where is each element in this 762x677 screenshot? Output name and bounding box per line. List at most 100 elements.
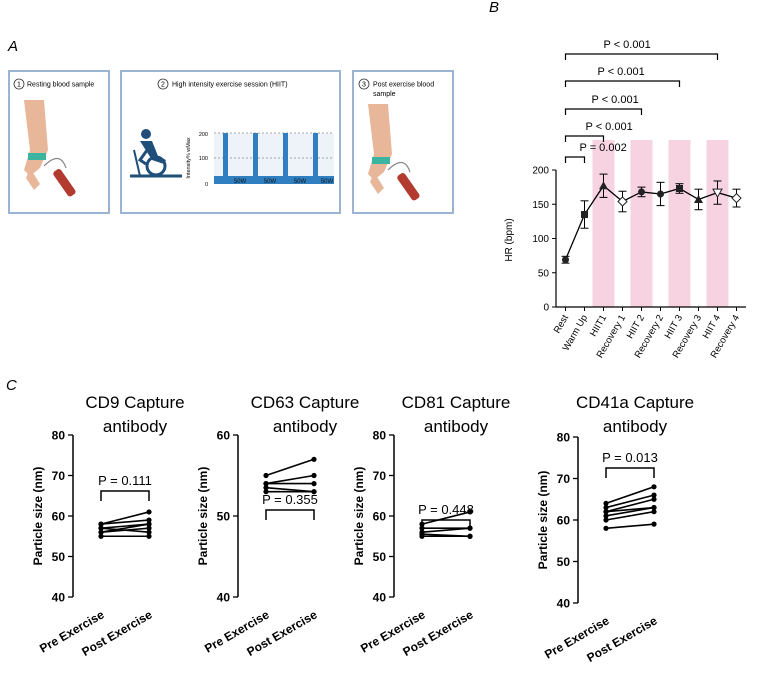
data-point bbox=[657, 190, 664, 198]
paired-line bbox=[265, 486, 315, 493]
paired-line bbox=[421, 533, 471, 538]
y-tick-label: 70 bbox=[373, 469, 387, 483]
paired-line bbox=[605, 506, 655, 513]
paired-line bbox=[100, 519, 150, 525]
data-point bbox=[638, 188, 645, 196]
pre-point bbox=[603, 509, 609, 515]
step-3-label: sample bbox=[373, 91, 396, 98]
post-point bbox=[651, 504, 657, 511]
hiit-shade bbox=[706, 140, 729, 307]
p-value-label: P = 0.448 bbox=[418, 502, 474, 517]
step-1-number: 1 bbox=[17, 82, 21, 89]
step-2-label: High intensity exercise session (HIIT) bbox=[172, 82, 288, 89]
post-point bbox=[146, 509, 152, 515]
paired-line bbox=[605, 494, 655, 509]
y-tick-label: 60 bbox=[52, 510, 66, 524]
y-tick-label: 50 bbox=[52, 550, 66, 564]
significance-bracket bbox=[564, 80, 681, 87]
y-tick-label: 40 bbox=[52, 591, 66, 605]
data-point bbox=[694, 194, 703, 203]
arm-blood-draw-icon bbox=[368, 104, 420, 201]
data-point bbox=[581, 211, 588, 219]
pre-point bbox=[98, 533, 104, 539]
y-tick-label: 50 bbox=[217, 510, 231, 524]
pre-point bbox=[603, 500, 609, 506]
y-tick-label: 50 bbox=[373, 550, 387, 564]
chart-title: CD9 Capture bbox=[85, 393, 184, 412]
post-point bbox=[311, 472, 317, 479]
step-2-number: 2 bbox=[161, 82, 165, 89]
chart-title: antibody bbox=[103, 417, 168, 436]
hiit-shade bbox=[630, 140, 653, 307]
step-1-number-circle bbox=[13, 78, 25, 90]
mini-bout-label: 50W bbox=[294, 179, 307, 185]
step-3-number: 3 bbox=[362, 82, 366, 89]
paired-line bbox=[605, 486, 655, 505]
mini-bout-bar bbox=[313, 133, 318, 184]
significance-bracket bbox=[564, 53, 719, 60]
mini-ylabel: Intensity% wMax bbox=[186, 137, 192, 179]
pre-point bbox=[98, 525, 104, 531]
significance-bracket bbox=[564, 156, 586, 163]
data-point bbox=[599, 181, 608, 190]
post-point bbox=[146, 521, 152, 527]
mini-tick: 200 bbox=[199, 132, 208, 138]
y-tick-label: 40 bbox=[557, 597, 571, 611]
p-value-label: P = 0.111 bbox=[98, 473, 152, 488]
panel-label-b: B bbox=[489, 0, 499, 16]
chart-title: antibody bbox=[603, 417, 668, 436]
step-3-label: Post exercise blood bbox=[373, 82, 434, 89]
pre-point bbox=[98, 529, 104, 535]
cd63-chart: CD63 Capture antibody 40 50 60 Particle size … bbox=[196, 393, 359, 659]
significance-bracket bbox=[421, 519, 471, 530]
y-tick-label: 50 bbox=[557, 555, 571, 569]
mini-tick: 0 bbox=[205, 182, 208, 188]
post-point bbox=[146, 517, 152, 523]
paired-line bbox=[100, 523, 150, 529]
paired-line bbox=[100, 511, 150, 525]
paired-line bbox=[265, 474, 315, 485]
p-value-label: P < 0.001 bbox=[598, 66, 645, 78]
hiit-protocol-chart: Intensity% wMax 200 100 0 50W 50W 50W 50… bbox=[186, 132, 334, 188]
paired-line bbox=[421, 511, 471, 525]
mini-bout-bar bbox=[283, 133, 288, 184]
pre-point bbox=[263, 481, 269, 487]
significance-bracket bbox=[564, 135, 605, 142]
mini-bout-label: 50W bbox=[234, 179, 247, 185]
data-point bbox=[562, 256, 569, 264]
y-tick-label: 150 bbox=[532, 200, 549, 211]
y-axis-label: Particle size (nm) bbox=[31, 467, 45, 566]
significance-bracket bbox=[265, 509, 315, 520]
significance-bracket bbox=[100, 490, 150, 501]
p-value-label: P = 0.355 bbox=[262, 492, 318, 507]
pre-point bbox=[98, 521, 104, 527]
cd41a-chart: CD41a Capture antibody 40 50 60 70 80 Particle … bbox=[536, 393, 694, 665]
mini-bout-bar bbox=[223, 133, 228, 184]
y-tick-label: 80 bbox=[557, 431, 571, 445]
post-point bbox=[467, 509, 473, 515]
pre-point bbox=[603, 513, 609, 519]
post-point bbox=[146, 525, 152, 531]
y-tick-label: 80 bbox=[52, 429, 66, 443]
pre-point bbox=[419, 531, 425, 537]
y-tick-label: 40 bbox=[217, 591, 231, 605]
y-tick-label: 70 bbox=[52, 469, 66, 483]
step-1-label: Resting blood sample bbox=[27, 82, 94, 89]
y-tick-label: 70 bbox=[557, 472, 571, 486]
mini-bout-label: 50W bbox=[321, 179, 334, 185]
p-value-label: P < 0.001 bbox=[592, 94, 639, 106]
step-1-box bbox=[8, 70, 110, 214]
chart-title: antibody bbox=[424, 417, 489, 436]
chart-title: CD63 Capture bbox=[251, 393, 360, 412]
p-value-label: P < 0.001 bbox=[586, 121, 633, 133]
significance-bracket bbox=[564, 108, 643, 115]
post-point bbox=[467, 533, 473, 539]
pre-point bbox=[603, 504, 609, 511]
x-tick-label: Rest bbox=[552, 313, 571, 336]
post-point bbox=[146, 533, 152, 539]
post-point bbox=[651, 492, 657, 498]
step-3-box bbox=[352, 70, 454, 214]
y-tick-label: 200 bbox=[532, 166, 549, 177]
